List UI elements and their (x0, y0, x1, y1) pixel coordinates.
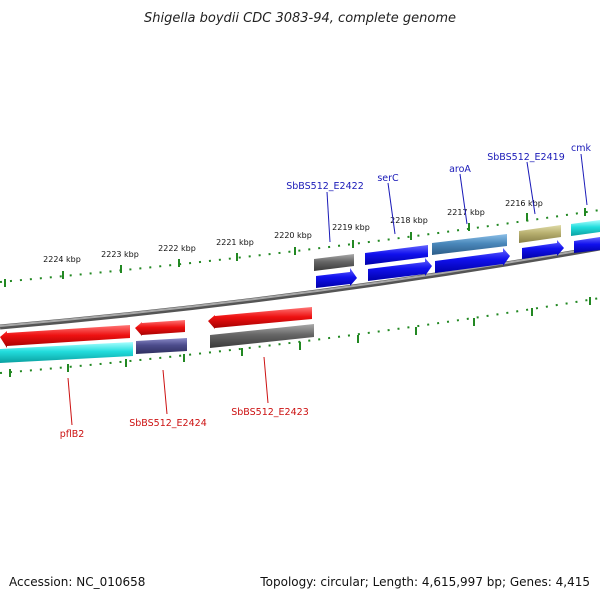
gene-label-SbBS512_E2424[interactable]: SbBS512_E2424 (129, 418, 207, 429)
gene-label-cmk[interactable]: cmk (571, 143, 591, 154)
scale-label: 2224 kbp (43, 255, 81, 264)
scale-label: 2221 kbp (216, 238, 254, 247)
scale-major-ticks-bottom (9, 297, 591, 377)
map-title: Shigella boydii CDC 3083-94, complete ge… (144, 11, 456, 26)
scale-label: 2222 kbp (158, 244, 196, 253)
gene-label-SbBS512_E2419[interactable]: SbBS512_E2419 (487, 152, 565, 163)
footer-topology: Topology: circular; Length: 4,615,997 bp… (259, 575, 590, 589)
gene-label-SbBS512_E2423[interactable]: SbBS512_E2423 (231, 407, 309, 418)
gene-arrow-SbBS512_E2424[interactable] (135, 320, 185, 336)
gene-arrow-SbBS512_E2423[interactable] (208, 307, 312, 329)
gene-label-pflB2[interactable]: pflB2 (60, 429, 85, 440)
bottom-label-leaders (67, 356, 269, 426)
feature-block-cyan[interactable] (0, 342, 133, 363)
gene-arrow-pflB2[interactable] (0, 325, 130, 348)
leader-line (67, 377, 73, 426)
scale-label: 2216 kbp (505, 199, 543, 208)
scale-major-ticks (4, 208, 586, 287)
gene-arrow-aroA[interactable] (435, 248, 510, 273)
feature-block-blue[interactable] (365, 245, 428, 265)
gene-arrow-serC[interactable] (368, 258, 432, 281)
leader-line (387, 182, 396, 235)
leader-line (162, 369, 168, 415)
gene-label-aroA[interactable]: aroA (449, 164, 471, 175)
feature-block-gray[interactable] (210, 324, 314, 348)
feature-block-gray[interactable] (314, 254, 354, 271)
scale-label: 2218 kbp (390, 216, 428, 225)
top-label-leaders (326, 153, 588, 243)
scale-dots-top (0, 209, 600, 283)
scale-label: 2223 kbp (101, 250, 139, 259)
gene-arrow-SbBS512_E2422[interactable] (316, 268, 357, 288)
gene-arrow-SbBS512_E2419[interactable] (522, 240, 564, 259)
scale-label: 2217 kbp (447, 208, 485, 217)
genome-backbone-highlight (0, 246, 600, 327)
leader-line (459, 173, 468, 225)
feature-block-olive[interactable] (519, 225, 561, 243)
footer-accession: Accession: NC_010658 (9, 575, 145, 589)
leader-line (526, 161, 536, 215)
feature-block-cyan[interactable] (571, 220, 600, 236)
feature-block-slate[interactable] (136, 338, 187, 354)
scale-label: 2219 kbp (332, 223, 370, 232)
scale-dots-bottom (0, 297, 600, 374)
gene-arrow-cmk[interactable] (574, 237, 600, 253)
gene-label-serC[interactable]: serC (377, 173, 399, 184)
gene-label-SbBS512_E2422[interactable]: SbBS512_E2422 (286, 181, 364, 192)
leader-line (263, 356, 269, 404)
leader-line (326, 191, 331, 243)
feature-block-steelblue[interactable] (432, 234, 507, 255)
scale-labels: 2224 kbp 2223 kbp 2222 kbp 2221 kbp 2220… (43, 199, 543, 264)
scale-label: 2220 kbp (274, 231, 312, 240)
leader-line (580, 153, 588, 206)
